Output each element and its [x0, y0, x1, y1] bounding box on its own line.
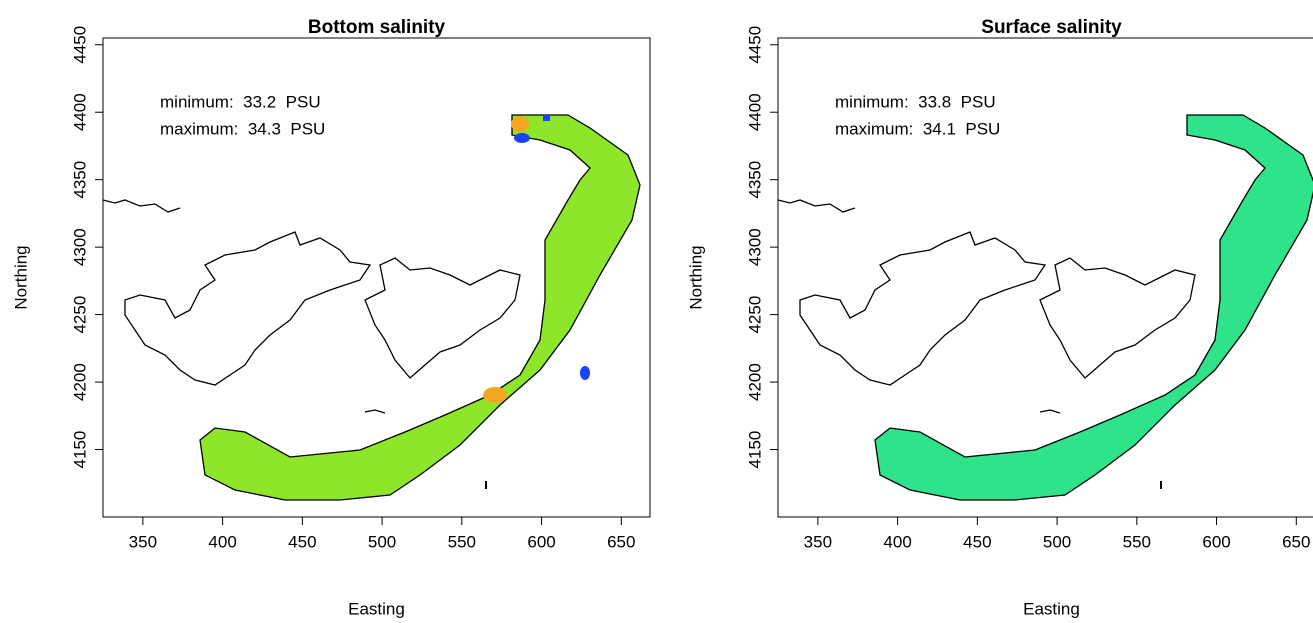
y-tick-label: 4250 — [745, 296, 764, 334]
patch — [483, 387, 507, 403]
marker — [485, 481, 487, 489]
chart-title: Bottom salinity — [308, 17, 446, 38]
coastline — [102, 199, 521, 414]
y-tick-label: 4450 — [70, 26, 89, 64]
y-axis-label: Northing — [686, 245, 705, 309]
salinity-region — [874, 114, 1313, 501]
annotation: minimum: 33.2 PSU — [160, 92, 321, 111]
x-tick-label: 450 — [963, 532, 991, 551]
coastline — [777, 199, 1196, 414]
x-tick-label: 600 — [527, 532, 555, 551]
x-tick-label: 550 — [1123, 532, 1151, 551]
panel-bottom — [102, 114, 641, 501]
y-tick-label: 4400 — [745, 93, 764, 131]
x-tick-label: 650 — [1282, 532, 1310, 551]
x-tick-label: 650 — [607, 532, 635, 551]
y-tick-label: 4200 — [70, 363, 89, 401]
patch — [580, 366, 590, 380]
x-tick-label: 400 — [208, 532, 236, 551]
x-axis-label: Easting — [348, 599, 405, 618]
x-tick-label: 350 — [804, 532, 832, 551]
x-tick-label: 450 — [288, 532, 316, 551]
y-tick-label: 4350 — [70, 161, 89, 199]
y-tick-label: 4150 — [70, 431, 89, 469]
annotation: maximum: 34.3 PSU — [160, 119, 325, 138]
y-tick-label: 4450 — [745, 26, 764, 64]
x-tick-label: 500 — [1043, 532, 1071, 551]
marker — [1160, 481, 1162, 489]
y-tick-label: 4300 — [745, 228, 764, 266]
annotation: minimum: 33.8 PSU — [835, 92, 996, 111]
plot-frame — [102, 37, 651, 518]
panel-surface — [777, 114, 1313, 501]
x-tick-label: 550 — [448, 532, 476, 551]
x-tick-label: 500 — [368, 532, 396, 551]
annotation: maximum: 34.1 PSU — [835, 119, 1000, 138]
y-tick-label: 4200 — [745, 363, 764, 401]
patch — [511, 116, 529, 132]
y-axis-label: Northing — [11, 245, 30, 309]
x-tick-label: 400 — [883, 532, 911, 551]
salinity-region — [199, 114, 641, 501]
y-tick-label: 4400 — [70, 93, 89, 131]
y-tick-label: 4300 — [70, 228, 89, 266]
plot-frame — [777, 37, 1313, 518]
patch — [543, 115, 550, 121]
x-axis-label: Easting — [1023, 599, 1080, 618]
chart-title: Surface salinity — [981, 17, 1122, 38]
patch — [514, 133, 530, 143]
x-tick-label: 350 — [129, 532, 157, 551]
y-tick-label: 4150 — [745, 431, 764, 469]
x-tick-label: 600 — [1202, 532, 1230, 551]
y-tick-label: 4250 — [70, 296, 89, 334]
y-tick-label: 4350 — [745, 161, 764, 199]
